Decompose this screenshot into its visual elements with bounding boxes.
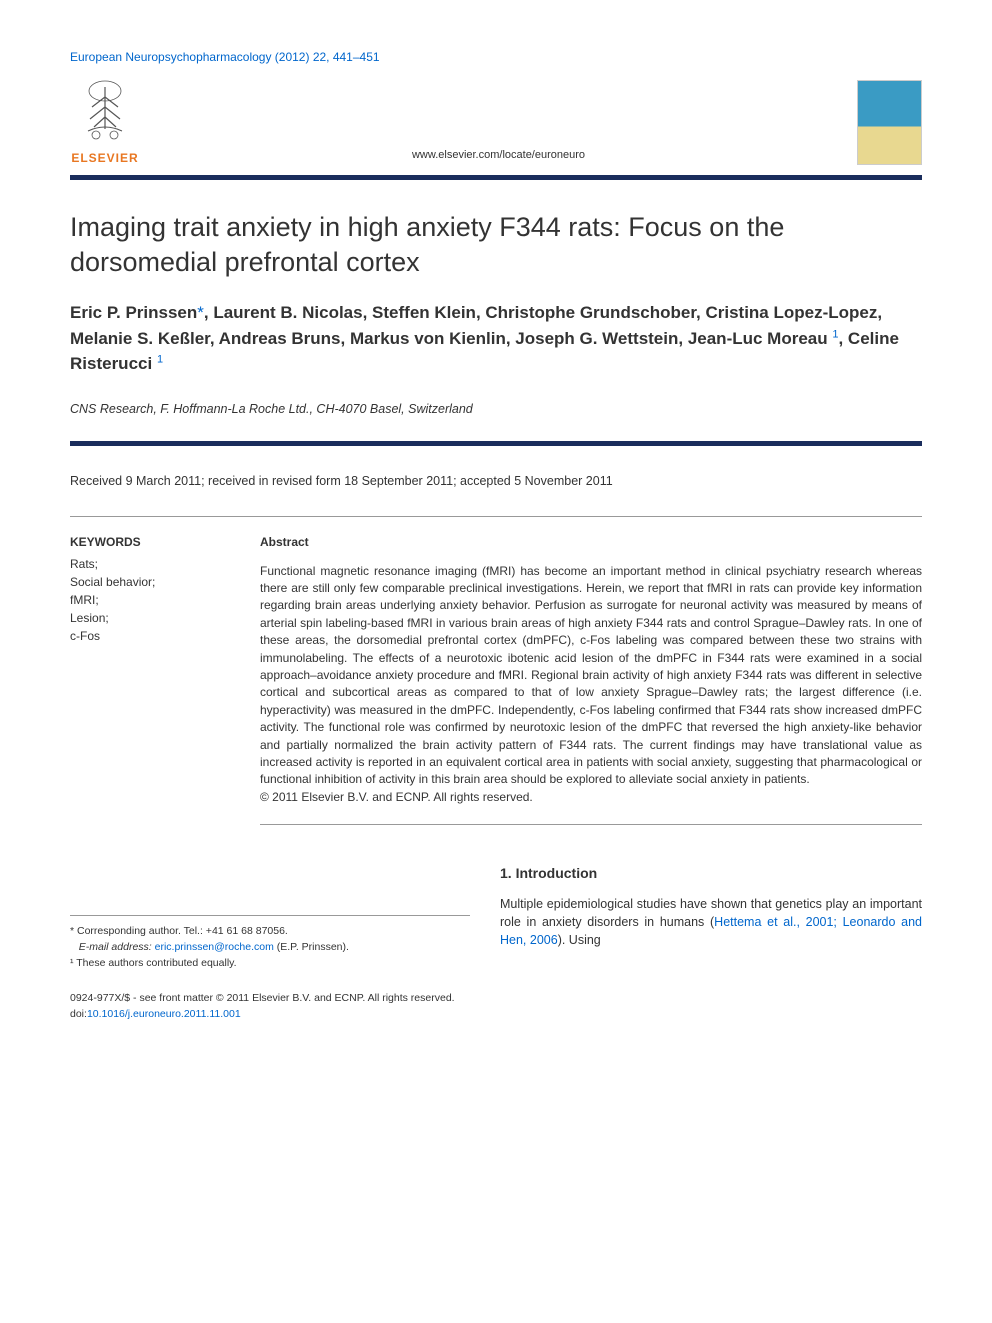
abstract-text: Functional magnetic resonance imaging (f… (260, 563, 922, 806)
elsevier-logo: ELSEVIER (70, 79, 140, 165)
journal-cover-thumbnail (857, 80, 922, 165)
article-dates: Received 9 March 2011; received in revis… (70, 474, 922, 488)
introduction-section: * Corresponding author. Tel.: +41 61 68 … (70, 865, 922, 971)
authors-list: Eric P. Prinssen*, Laurent B. Nicolas, S… (70, 300, 922, 377)
intro-text-post: ). Using (558, 933, 601, 947)
introduction-column: 1. Introduction Multiple epidemiological… (500, 865, 922, 971)
footnotes: * Corresponding author. Tel.: +41 61 68 … (70, 915, 470, 971)
footnotes-column: * Corresponding author. Tel.: +41 61 68 … (70, 865, 470, 971)
abstract-row: KEYWORDS Rats; Social behavior; fMRI; Le… (70, 516, 922, 825)
journal-header: European Neuropsychopharmacology (2012) … (70, 50, 922, 64)
publisher-name: ELSEVIER (71, 151, 138, 165)
keyword-item: Lesion; (70, 609, 230, 627)
email-suffix: (E.P. Prinssen). (274, 941, 349, 953)
abstract-heading: Abstract (260, 535, 922, 549)
keywords-list: Rats; Social behavior; fMRI; Lesion; c-F… (70, 555, 230, 645)
article-title: Imaging trait anxiety in high anxiety F3… (70, 210, 922, 280)
corresponding-author-note: * Corresponding author. Tel.: +41 61 68 … (70, 924, 470, 940)
front-matter: 0924-977X/$ - see front matter © 2011 El… (70, 991, 922, 1007)
keywords-column: KEYWORDS Rats; Social behavior; fMRI; Le… (70, 535, 230, 825)
publisher-bar: ELSEVIER www.elsevier.com/locate/euroneu… (70, 79, 922, 180)
abstract-body: Functional magnetic resonance imaging (f… (260, 564, 922, 787)
journal-url: www.elsevier.com/locate/euroneuro (140, 149, 857, 165)
keywords-heading: KEYWORDS (70, 535, 230, 549)
abstract-column: Abstract Functional magnetic resonance i… (260, 535, 922, 825)
elsevier-tree-icon (70, 79, 140, 149)
doi-label: doi: (70, 1008, 87, 1020)
keyword-item: Social behavior; (70, 573, 230, 591)
doi-line: doi:10.1016/j.euroneuro.2011.11.001 (70, 1007, 922, 1023)
introduction-text: Multiple epidemiological studies have sh… (500, 895, 922, 949)
email-label: E-mail address: (79, 941, 155, 953)
doi-link[interactable]: 10.1016/j.euroneuro.2011.11.001 (87, 1008, 241, 1020)
keyword-item: fMRI; (70, 591, 230, 609)
keyword-item: Rats; (70, 555, 230, 573)
footer-info: 0924-977X/$ - see front matter © 2011 El… (70, 991, 922, 1023)
author-email[interactable]: eric.prinssen@roche.com (155, 941, 274, 953)
keyword-item: c-Fos (70, 627, 230, 645)
email-line: E-mail address: eric.prinssen@roche.com … (70, 940, 470, 956)
journal-reference: European Neuropsychopharmacology (2012) … (70, 50, 380, 64)
introduction-heading: 1. Introduction (500, 865, 922, 881)
affiliation: CNS Research, F. Hoffmann-La Roche Ltd.,… (70, 402, 922, 416)
abstract-copyright: © 2011 Elsevier B.V. and ECNP. All right… (260, 790, 533, 804)
title-block: Imaging trait anxiety in high anxiety F3… (70, 180, 922, 446)
equal-contribution-note: ¹ These authors contributed equally. (70, 956, 470, 972)
